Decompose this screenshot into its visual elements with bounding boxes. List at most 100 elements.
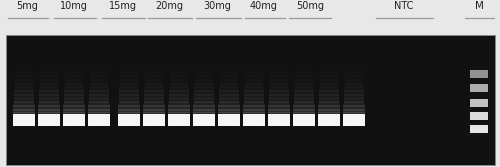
FancyBboxPatch shape: [294, 104, 314, 106]
FancyBboxPatch shape: [168, 102, 190, 104]
FancyBboxPatch shape: [38, 105, 60, 107]
FancyBboxPatch shape: [63, 109, 85, 111]
FancyBboxPatch shape: [13, 112, 35, 114]
FancyBboxPatch shape: [318, 108, 340, 110]
FancyBboxPatch shape: [39, 98, 59, 100]
FancyBboxPatch shape: [88, 102, 110, 104]
FancyBboxPatch shape: [118, 102, 140, 104]
FancyBboxPatch shape: [294, 98, 314, 100]
FancyBboxPatch shape: [143, 108, 165, 110]
FancyBboxPatch shape: [218, 114, 240, 126]
FancyBboxPatch shape: [43, 114, 55, 126]
FancyBboxPatch shape: [14, 98, 34, 100]
Text: 20mg: 20mg: [155, 1, 183, 11]
FancyBboxPatch shape: [293, 108, 315, 110]
FancyBboxPatch shape: [168, 110, 190, 113]
FancyBboxPatch shape: [198, 114, 210, 126]
FancyBboxPatch shape: [268, 102, 289, 104]
FancyBboxPatch shape: [218, 112, 240, 114]
FancyBboxPatch shape: [268, 101, 289, 103]
FancyBboxPatch shape: [88, 105, 110, 107]
FancyBboxPatch shape: [294, 101, 314, 103]
FancyBboxPatch shape: [38, 114, 60, 126]
FancyBboxPatch shape: [269, 98, 289, 100]
FancyBboxPatch shape: [268, 108, 290, 110]
FancyBboxPatch shape: [168, 100, 190, 102]
FancyBboxPatch shape: [218, 102, 240, 104]
FancyBboxPatch shape: [173, 114, 185, 126]
FancyBboxPatch shape: [168, 106, 190, 108]
Text: 50mg: 50mg: [296, 1, 324, 11]
FancyBboxPatch shape: [244, 98, 264, 100]
FancyBboxPatch shape: [294, 102, 314, 104]
FancyBboxPatch shape: [14, 100, 34, 102]
FancyBboxPatch shape: [118, 108, 140, 110]
FancyBboxPatch shape: [298, 114, 310, 126]
FancyBboxPatch shape: [218, 100, 240, 102]
FancyBboxPatch shape: [244, 106, 264, 108]
FancyBboxPatch shape: [318, 104, 340, 106]
FancyBboxPatch shape: [344, 105, 364, 107]
Text: M: M: [474, 1, 484, 11]
FancyBboxPatch shape: [168, 114, 190, 126]
FancyBboxPatch shape: [38, 104, 60, 106]
FancyBboxPatch shape: [244, 104, 264, 106]
FancyBboxPatch shape: [218, 110, 240, 113]
FancyBboxPatch shape: [193, 114, 215, 126]
FancyBboxPatch shape: [318, 101, 340, 103]
FancyBboxPatch shape: [18, 114, 30, 126]
FancyBboxPatch shape: [344, 106, 364, 108]
FancyBboxPatch shape: [318, 109, 340, 111]
FancyBboxPatch shape: [343, 114, 365, 126]
FancyBboxPatch shape: [293, 112, 315, 114]
FancyBboxPatch shape: [343, 108, 365, 110]
FancyBboxPatch shape: [118, 112, 140, 114]
FancyBboxPatch shape: [344, 101, 364, 103]
FancyBboxPatch shape: [38, 102, 60, 104]
Text: 15mg: 15mg: [108, 1, 136, 11]
FancyBboxPatch shape: [218, 104, 240, 106]
FancyBboxPatch shape: [169, 98, 189, 100]
FancyBboxPatch shape: [38, 109, 60, 111]
FancyBboxPatch shape: [243, 110, 265, 113]
FancyBboxPatch shape: [244, 101, 264, 103]
FancyBboxPatch shape: [218, 101, 240, 103]
FancyBboxPatch shape: [89, 98, 109, 100]
FancyBboxPatch shape: [143, 109, 165, 111]
FancyBboxPatch shape: [193, 109, 215, 111]
FancyBboxPatch shape: [194, 104, 214, 106]
FancyBboxPatch shape: [218, 109, 240, 111]
FancyBboxPatch shape: [470, 70, 488, 78]
FancyBboxPatch shape: [143, 114, 165, 126]
Text: 5mg: 5mg: [16, 1, 38, 11]
FancyBboxPatch shape: [273, 114, 285, 126]
FancyBboxPatch shape: [193, 108, 215, 110]
FancyBboxPatch shape: [63, 114, 85, 126]
FancyBboxPatch shape: [148, 114, 160, 126]
FancyBboxPatch shape: [118, 100, 140, 102]
FancyBboxPatch shape: [68, 114, 80, 126]
FancyBboxPatch shape: [88, 114, 110, 126]
FancyBboxPatch shape: [14, 102, 34, 104]
FancyBboxPatch shape: [13, 114, 35, 126]
FancyBboxPatch shape: [268, 104, 289, 106]
FancyBboxPatch shape: [194, 100, 214, 102]
Text: NTC: NTC: [394, 1, 413, 11]
FancyBboxPatch shape: [194, 101, 214, 103]
FancyBboxPatch shape: [64, 106, 84, 108]
FancyBboxPatch shape: [244, 102, 264, 104]
FancyBboxPatch shape: [168, 104, 190, 106]
FancyBboxPatch shape: [268, 110, 290, 113]
FancyBboxPatch shape: [268, 105, 289, 107]
FancyBboxPatch shape: [268, 112, 290, 114]
FancyBboxPatch shape: [318, 114, 340, 126]
FancyBboxPatch shape: [38, 110, 60, 113]
FancyBboxPatch shape: [194, 105, 214, 107]
FancyBboxPatch shape: [64, 101, 84, 103]
FancyBboxPatch shape: [88, 110, 110, 113]
FancyBboxPatch shape: [14, 101, 34, 103]
FancyBboxPatch shape: [63, 108, 85, 110]
FancyBboxPatch shape: [293, 109, 315, 111]
FancyBboxPatch shape: [13, 108, 35, 110]
FancyBboxPatch shape: [144, 102, 165, 104]
